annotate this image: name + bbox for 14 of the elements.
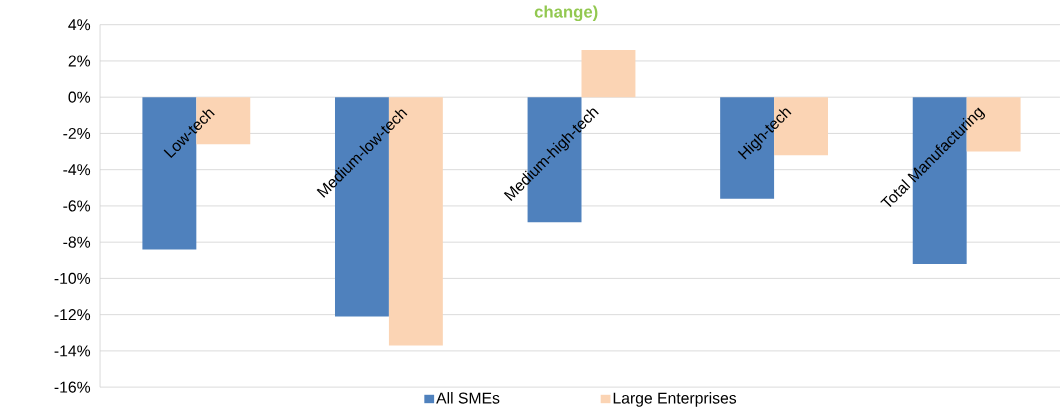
y-tick-label: -8% xyxy=(63,236,91,248)
y-tick-label: 2% xyxy=(68,55,91,67)
chart-title: change) xyxy=(534,5,598,22)
y-tick-label: 4% xyxy=(68,19,91,31)
y-tick-label: -14% xyxy=(54,345,91,357)
y-tick-label: -16% xyxy=(54,381,91,393)
y-tick-label: -12% xyxy=(54,309,91,321)
y-tick-label: -6% xyxy=(63,200,91,212)
y-tick-label: 0% xyxy=(68,91,91,103)
y-tick-label: -2% xyxy=(63,127,91,140)
legend-label: Large Enterprises xyxy=(613,392,737,407)
legend-label: All SMEs xyxy=(436,392,500,404)
y-tick-label: -4% xyxy=(63,164,91,176)
y-tick-label: -10% xyxy=(54,272,91,285)
